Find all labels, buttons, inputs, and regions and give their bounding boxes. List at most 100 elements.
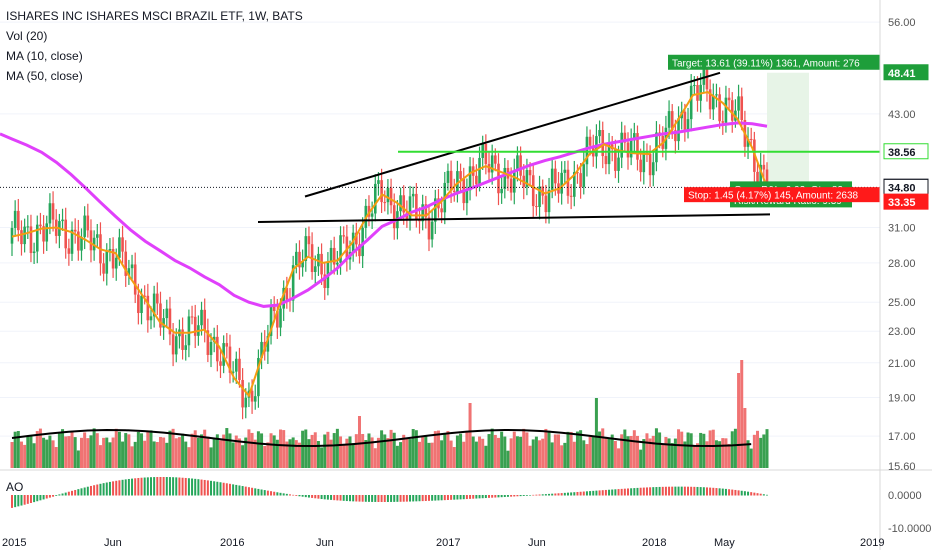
ao-bar xyxy=(67,491,70,496)
ao-bar xyxy=(465,495,468,500)
ao-tick: 0.0000 xyxy=(888,490,922,502)
price-label-bg xyxy=(883,193,929,210)
ao-bar xyxy=(453,495,456,500)
candle-body xyxy=(86,215,90,231)
candle-body xyxy=(415,193,418,220)
volume-bar xyxy=(399,442,403,468)
volume-bar xyxy=(465,432,469,468)
candle-body xyxy=(465,190,469,204)
ao-bar xyxy=(241,486,244,496)
ao-bar xyxy=(232,484,235,496)
volume-bar xyxy=(522,428,526,468)
upper-channel-line[interactable] xyxy=(304,71,721,198)
candle-body xyxy=(203,309,206,331)
volume-bar xyxy=(244,437,248,468)
ao-bar xyxy=(61,493,64,496)
time-axis[interactable]: 2015 Jun 2016 Jun 2017 Jun 2018 May 2019 xyxy=(2,537,884,549)
volume-bar xyxy=(446,431,450,468)
candle-body xyxy=(535,206,538,208)
legend-ma50[interactable]: MA (50, close) xyxy=(6,69,83,83)
volume-bar xyxy=(613,440,617,468)
volume-bar xyxy=(370,437,374,468)
volume-bar xyxy=(237,438,241,468)
ao-bar xyxy=(361,495,364,502)
ao-bar xyxy=(298,495,301,497)
volume-bar xyxy=(263,446,267,468)
volume-bar xyxy=(756,430,760,468)
volume-bar xyxy=(645,433,649,468)
candle-body xyxy=(544,195,548,213)
candle-body xyxy=(206,330,210,355)
ao-bar xyxy=(23,495,26,505)
volume-bar xyxy=(506,450,510,468)
ao-bar xyxy=(172,477,175,496)
ao-bar xyxy=(614,489,617,496)
position-tool[interactable]: Target: 13.61 (39.11%) 1361, Amount: 276… xyxy=(668,54,880,208)
ao-bar xyxy=(724,488,727,496)
legend-ma10[interactable]: MA (10, close) xyxy=(6,49,83,63)
ao-bar xyxy=(405,495,408,502)
ao-bar xyxy=(263,490,266,496)
candle-body xyxy=(389,187,393,206)
candle-body xyxy=(648,153,652,176)
candle-body xyxy=(554,168,557,184)
volume-bar xyxy=(323,434,327,468)
volume-bar xyxy=(301,430,305,468)
volume-bar xyxy=(740,360,744,468)
ao-bar xyxy=(333,495,336,501)
candle-body xyxy=(642,152,646,173)
ao-bar xyxy=(740,490,743,496)
ao-label[interactable]: AO xyxy=(6,480,24,494)
volume-bar xyxy=(711,429,715,468)
candle-body xyxy=(228,346,232,373)
volume-bar xyxy=(19,441,23,468)
volume-bar xyxy=(361,434,365,468)
ma10-line[interactable] xyxy=(11,90,768,398)
candle-body xyxy=(193,316,197,336)
ao-bar xyxy=(140,477,143,496)
candle-body xyxy=(478,157,481,185)
candle-body xyxy=(260,341,263,358)
ao-bar xyxy=(620,488,623,496)
volume-bar xyxy=(376,437,380,468)
candle-body xyxy=(756,171,759,185)
chart-title[interactable]: ISHARES INC ISHARES MSCI BRAZIL ETF, 1W,… xyxy=(6,9,303,23)
volume-bar xyxy=(38,428,42,468)
ao-bar xyxy=(349,495,352,502)
candle-body xyxy=(370,213,374,217)
volume-bar xyxy=(51,440,55,468)
ao-bar xyxy=(17,495,20,507)
candle-body xyxy=(156,293,159,304)
price-axis[interactable]: 56.0048.4143.0038.5634.8234.8033.3531.00… xyxy=(879,0,931,550)
ao-bar xyxy=(99,483,102,496)
volume-bar xyxy=(48,435,52,468)
ao-bar xyxy=(342,495,345,501)
ao-bar xyxy=(753,492,756,496)
volume-bar xyxy=(487,434,491,468)
volume-bar xyxy=(143,440,147,468)
ao-bar xyxy=(371,495,374,502)
ma50-line[interactable] xyxy=(0,121,768,308)
ao-bar xyxy=(680,486,683,496)
volume-bar xyxy=(16,430,20,468)
volume-bar xyxy=(383,434,387,468)
ao-bar xyxy=(39,495,42,501)
volume-bar xyxy=(181,433,185,468)
candle-body xyxy=(674,130,677,142)
volume-bar xyxy=(455,435,459,468)
candle-body xyxy=(569,195,573,197)
candle-body xyxy=(604,156,608,165)
ao-bar xyxy=(58,494,61,496)
legend-volume[interactable]: Vol (20) xyxy=(6,29,48,43)
lower-channel-line[interactable] xyxy=(257,213,771,223)
ao-bar xyxy=(115,480,118,496)
volume-bar xyxy=(459,433,463,468)
candle-body xyxy=(304,236,308,261)
candle-body xyxy=(95,234,99,238)
ao-bar xyxy=(712,487,715,496)
candle-body xyxy=(711,95,715,110)
ao-bar xyxy=(358,495,361,502)
ao-bar xyxy=(244,486,247,496)
volume-bar xyxy=(102,437,106,468)
